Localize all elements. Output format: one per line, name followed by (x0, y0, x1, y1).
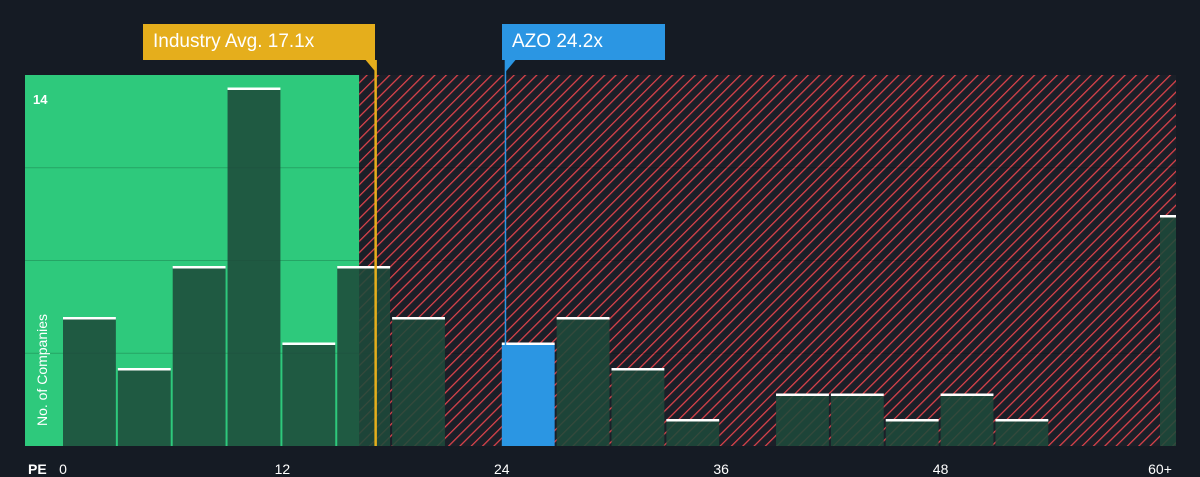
bar-cap-0 (63, 317, 116, 320)
bar-cap-13 (776, 393, 829, 396)
bar-cap-9 (556, 317, 610, 320)
bar-cap-17 (995, 419, 1049, 422)
bar-cap-3 (227, 87, 281, 90)
bar-cap-4 (282, 342, 336, 345)
company-pe-callout: AZO 24.2x (502, 24, 665, 60)
bar-cap-14 (830, 393, 884, 396)
bar-14 (830, 395, 884, 446)
bar-13 (776, 395, 829, 446)
bar-10 (611, 369, 665, 446)
overvalued-zone (359, 75, 1176, 446)
x-axis-title: PE (28, 461, 47, 477)
bar-cap-5 (337, 266, 391, 269)
x-tick-label: 24 (494, 461, 510, 477)
bar-6 (392, 318, 445, 446)
industry-callout-pointer (365, 60, 376, 72)
y-axis-label: No. of Companies (34, 313, 50, 427)
bar-cap-11 (666, 419, 720, 422)
y-max-tick-label: 14 (33, 92, 48, 107)
bar-9 (556, 318, 610, 446)
bar-16 (940, 395, 994, 446)
bar-2 (172, 267, 226, 446)
x-tick-label: 12 (274, 461, 291, 477)
bar-cap-20 (1160, 215, 1176, 218)
bar-5 (337, 267, 391, 446)
bar-15 (885, 420, 939, 446)
bar-cap-2 (172, 266, 226, 269)
bar-8-company (501, 344, 555, 446)
bar-4 (282, 344, 336, 446)
bar-cap-16 (940, 393, 994, 396)
bar-17 (995, 420, 1049, 446)
x-tick-label: 36 (713, 461, 729, 477)
bar-11 (666, 420, 720, 446)
bar-cap-15 (885, 419, 939, 422)
bar-3 (227, 89, 281, 446)
bar-1 (117, 369, 171, 446)
bar-20 (1160, 216, 1176, 446)
industry-average-callout: Industry Avg. 17.1x (143, 24, 375, 60)
x-tick-label: 48 (932, 461, 949, 477)
x-tick-label: 0 (59, 461, 67, 477)
company-callout-pointer (505, 60, 516, 72)
bar-cap-1 (117, 368, 171, 371)
bar-cap-8 (501, 342, 555, 345)
bar-0 (63, 318, 116, 446)
bar-cap-6 (392, 317, 445, 320)
bar-cap-10 (611, 368, 665, 371)
x-tick-label: 60+ (1148, 461, 1172, 477)
